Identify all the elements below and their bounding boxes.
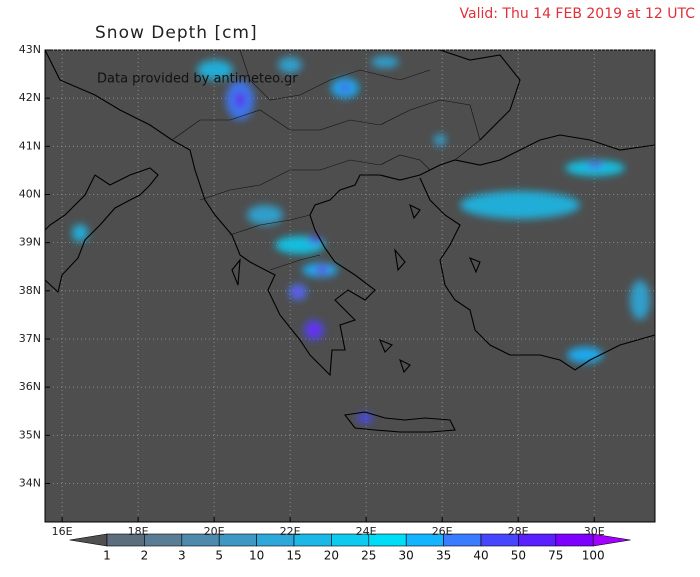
lon-label: 16E (52, 525, 73, 538)
colorbar-label: 15 (286, 549, 301, 563)
lon-label: 28E (508, 525, 529, 538)
lon-label: 22E (280, 525, 301, 538)
colorbar-label: 2 (141, 549, 149, 563)
colorbar-label: 30 (399, 549, 414, 563)
lat-label: 43N (19, 43, 41, 56)
lon-label: 30E (584, 525, 605, 538)
colorbar-label: 10 (249, 549, 264, 563)
lon-label: 24E (356, 525, 377, 538)
map-area (44, 49, 656, 523)
colorbar-label: 3 (178, 549, 186, 563)
title: Snow Depth [cm] (95, 23, 258, 43)
colorbar-swatch (144, 533, 183, 547)
colorbar-end (69, 533, 108, 547)
coastlines (44, 49, 656, 433)
lon-label: 26E (432, 525, 453, 538)
lat-label: 34N (19, 476, 41, 489)
lon-label: 18E (128, 525, 149, 538)
colorbar-label: 40 (473, 549, 488, 563)
lat-label: 39N (19, 236, 41, 249)
colorbar-label: 1 (103, 549, 111, 563)
colorbar-label: 25 (361, 549, 376, 563)
colorbar: 1 2 3 5 10 15 20 25 30 35 40 50 75 100 (69, 533, 631, 563)
valid-time: Valid: Thu 14 FEB 2019 at 12 UTC (460, 6, 696, 22)
lat-label: 36N (19, 380, 41, 393)
credit: Data provided by antimeteo.gr (97, 72, 298, 87)
grid (45, 49, 655, 522)
lon-label: 20E (204, 525, 225, 538)
snow-field (72, 56, 650, 423)
lat-label: 42N (19, 91, 41, 104)
lat-label: 37N (19, 332, 41, 345)
colorbar-end (592, 533, 631, 547)
colorbar-swatch (218, 533, 257, 547)
lat-label: 38N (19, 284, 41, 297)
colorbar-label: 35 (436, 549, 451, 563)
colorbar-label: 75 (548, 549, 563, 563)
lat-label: 41N (19, 139, 41, 152)
colorbar-label: 100 (582, 549, 605, 563)
colorbar-label: 20 (324, 549, 339, 563)
colorbar-label: 50 (511, 549, 526, 563)
lat-label: 35N (19, 428, 41, 441)
lat-label: 40N (19, 187, 41, 200)
colorbar-label: 5 (215, 549, 223, 563)
borders (171, 49, 481, 271)
